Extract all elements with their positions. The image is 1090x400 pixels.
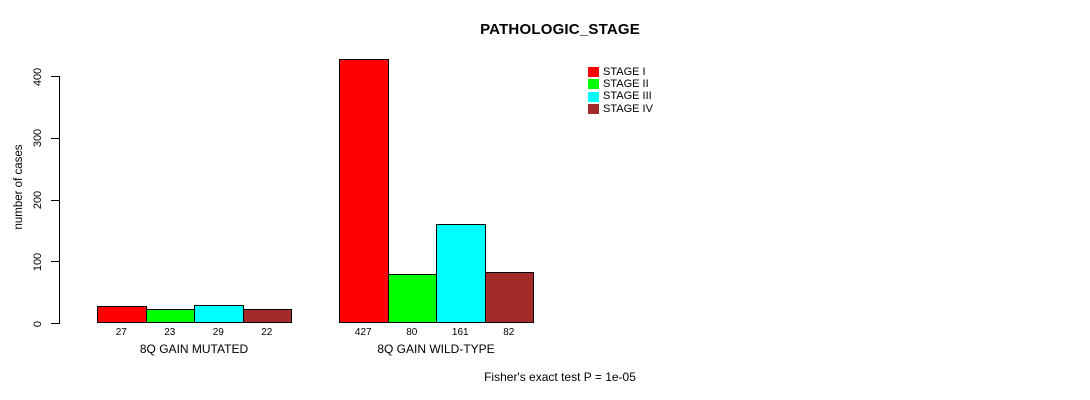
legend-item: STAGE I (588, 66, 653, 78)
legend-item: STAGE III (588, 91, 653, 103)
bar (97, 306, 147, 323)
y-tick (51, 137, 60, 139)
legend-swatch (588, 104, 599, 115)
bar-value-label: 22 (261, 327, 273, 338)
bar (339, 59, 389, 323)
y-axis-title: number of cases (13, 144, 25, 230)
bar-value-label: 427 (354, 327, 372, 338)
bar (242, 309, 292, 323)
legend-label: STAGE II (603, 77, 649, 90)
legend-item: STAGE II (588, 78, 653, 90)
y-tick (51, 199, 60, 201)
bar-value-label: 80 (406, 327, 418, 338)
category-label: 8Q GAIN MUTATED (139, 342, 249, 356)
y-tick-label: 100 (32, 252, 44, 271)
y-tick (51, 261, 60, 263)
legend-label: STAGE IV (603, 102, 653, 115)
y-tick (51, 323, 60, 324)
bar (387, 273, 437, 323)
legend-swatch (588, 67, 599, 78)
legend-swatch (588, 79, 599, 90)
bar (145, 308, 195, 323)
bar-value-label: 82 (503, 327, 515, 338)
legend: STAGE I STAGE II STAGE III STAGE IV (588, 66, 653, 115)
bar-value-label: 161 (451, 327, 469, 338)
category-label: 8Q GAIN WILD-TYPE (377, 342, 495, 356)
y-tick-label: 300 (32, 129, 44, 148)
y-tick-label: 400 (32, 67, 44, 86)
bar (194, 305, 244, 323)
legend-label: STAGE III (603, 90, 652, 103)
bar (436, 223, 486, 323)
y-tick (51, 76, 60, 77)
bar-value-label: 23 (164, 327, 176, 338)
bar-value-label: 27 (115, 327, 127, 338)
y-tick-label: 200 (32, 190, 44, 210)
legend-swatch (588, 91, 599, 102)
chart-title: PATHOLOGIC_STAGE (480, 21, 640, 38)
legend-item: STAGE IV (588, 103, 653, 115)
bar (484, 272, 534, 323)
legend-label: STAGE I (603, 65, 646, 78)
y-tick-label: 0 (32, 320, 44, 327)
annotation-text: Fisher's exact test P = 1e-05 (484, 370, 636, 384)
bar-value-label: 29 (212, 327, 224, 338)
